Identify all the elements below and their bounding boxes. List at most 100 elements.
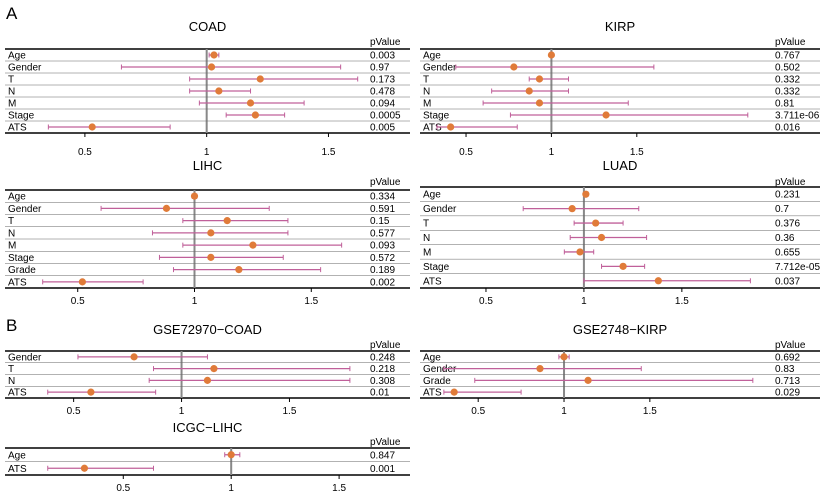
pvalue-value: 0.005 (370, 123, 395, 134)
row-label: T (8, 364, 14, 375)
hazard-ratio-point (536, 365, 544, 373)
x-tick-label: 1 (179, 406, 185, 417)
pvalue-value: 0.577 (370, 228, 395, 239)
pvalue-value: 0.029 (775, 388, 800, 399)
hazard-ratio-point (87, 388, 95, 396)
row-label: T (8, 216, 14, 227)
forest-panel: ICGC−LIHC pValue Age 0.847 ATS 0.001 0.5 1 1.5 (5, 420, 410, 494)
pvalue-header: pValue (775, 37, 806, 48)
pvalue-value: 0.003 (370, 51, 395, 62)
forest-panel: GSE2748−KIRP pValue Age 0.692 Gender 0.83 Grad… (420, 322, 820, 417)
x-tick-label: 1 (228, 483, 234, 494)
hazard-ratio-point (223, 217, 231, 225)
pvalue-value: 0.572 (370, 253, 395, 264)
pvalue-value: 0.478 (370, 87, 395, 98)
hazard-ratio-point (592, 219, 600, 227)
row-label: M (8, 99, 16, 110)
forest-panel: KIRP pValue Age 0.767 Gender 0.502 T 0.332 N 0.33… (420, 19, 820, 158)
forest-panel: LUAD pValue Age 0.231 Gender 0.7 T 0.376 N 0.36 M 0… (420, 158, 820, 307)
row-label: N (8, 376, 15, 387)
forest-panel: LIHC pValue Age 0.334 Gender 0.591 T 0.15 N 0.577… (5, 158, 410, 307)
pvalue-header: pValue (370, 37, 401, 48)
pvalue-value: 0.037 (775, 276, 800, 287)
hazard-ratio-point (535, 75, 544, 83)
pvalue-value: 0.308 (370, 376, 395, 387)
pvalue-value: 0.001 (370, 464, 395, 475)
hazard-ratio-point (582, 190, 590, 198)
hazard-ratio-point (525, 87, 533, 95)
pvalue-value: 0.655 (775, 247, 800, 258)
row-label: N (423, 233, 430, 244)
row-label: N (8, 87, 15, 98)
row-label: Age (423, 51, 441, 62)
forest-panel: GSE72970−COAD pValue Gender 0.248 T 0.218 N 0.3… (5, 322, 410, 417)
x-tick-label: 1.5 (643, 406, 657, 417)
hazard-ratio-point (78, 278, 86, 286)
forest-panels: COAD pValue Age 0.003 Gender 0.97 T 0.173 N 0.478… (5, 19, 820, 494)
x-tick-label: 1 (204, 147, 210, 158)
row-label: Grade (423, 376, 451, 387)
hazard-ratio-point (510, 63, 518, 71)
hazard-ratio-point (162, 204, 171, 212)
pvalue-value: 0.016 (775, 123, 800, 134)
x-tick-label: 0.5 (471, 406, 485, 417)
x-tick-label: 1 (561, 406, 567, 417)
x-tick-label: 1 (549, 147, 555, 158)
x-tick-label: 0.5 (71, 296, 85, 307)
pvalue-value: 0.248 (370, 352, 395, 363)
x-tick-label: 1 (192, 296, 198, 307)
hazard-ratio-point (602, 111, 610, 119)
pvalue-header: pValue (775, 177, 806, 188)
pvalue-value: 0.218 (370, 364, 395, 375)
forest-panel: COAD pValue Age 0.003 Gender 0.97 T 0.173 N 0.478… (5, 19, 410, 158)
pvalue-value: 0.01 (370, 388, 390, 399)
hazard-ratio-point (210, 51, 218, 59)
pvalue-value: 0.332 (775, 75, 800, 86)
x-tick-label: 1 (581, 296, 587, 307)
panel-title: LUAD (603, 158, 638, 173)
x-tick-label: 1.5 (322, 147, 336, 158)
hazard-ratio-point (547, 51, 556, 59)
hazard-ratio-point (249, 241, 257, 249)
row-label: M (8, 241, 16, 252)
row-label: N (423, 87, 430, 98)
row-label: ATS (8, 464, 27, 475)
x-tick-label: 1.5 (630, 147, 644, 158)
panel-title: ICGC−LIHC (173, 420, 243, 435)
section-label-b: B (6, 316, 17, 335)
hazard-ratio-point (88, 123, 96, 131)
row-label: Gender (423, 63, 457, 74)
x-tick-label: 1.5 (304, 296, 318, 307)
pvalue-value: 0.692 (775, 352, 800, 363)
row-label: Gender (8, 352, 42, 363)
pvalue-value: 0.81 (775, 99, 795, 110)
pvalue-value: 0.767 (775, 51, 800, 62)
hazard-ratio-point (246, 99, 255, 107)
row-label: Gender (8, 63, 42, 74)
hazard-ratio-point (576, 248, 584, 256)
pvalue-value: 7.712e-05 (775, 262, 820, 273)
hazard-ratio-point (597, 233, 606, 242)
pvalue-value: 3.711e-06 (775, 111, 820, 122)
pvalue-value: 0.83 (775, 364, 795, 375)
panel-title: KIRP (605, 19, 635, 34)
pvalue-header: pValue (775, 340, 806, 351)
hazard-ratio-point (447, 123, 455, 131)
pvalue-value: 0.093 (370, 241, 395, 252)
hazard-ratio-point (80, 464, 89, 472)
row-label: T (423, 75, 429, 86)
hazard-ratio-point (130, 353, 138, 361)
hazard-ratio-point (207, 229, 215, 237)
pvalue-header: pValue (370, 177, 401, 188)
hazard-ratio-point (215, 87, 223, 95)
hazard-ratio-point (584, 376, 592, 384)
row-label: Grade (8, 265, 36, 276)
x-tick-label: 0.5 (116, 483, 130, 494)
row-label: N (8, 228, 15, 239)
row-label: Age (423, 190, 441, 201)
hazard-ratio-point (568, 205, 576, 213)
pvalue-value: 0.189 (370, 265, 395, 276)
pvalue-value: 0.847 (370, 450, 395, 461)
pvalue-value: 0.231 (775, 190, 800, 201)
